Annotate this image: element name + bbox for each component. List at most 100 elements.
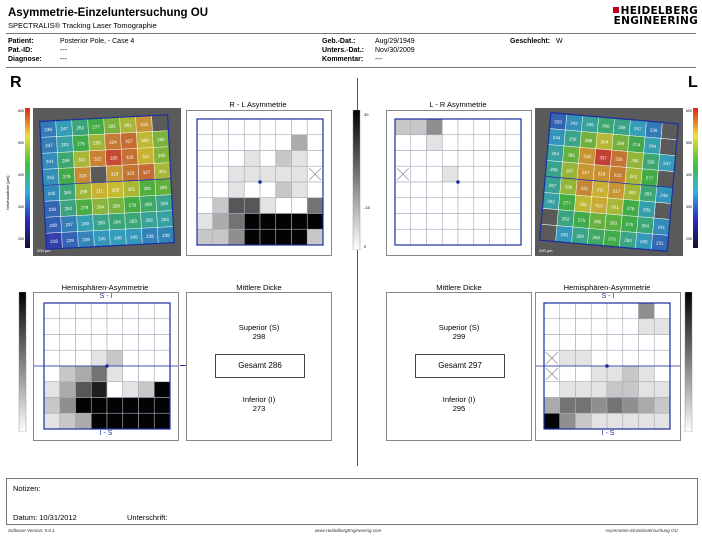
thickness-value: 318: [598, 171, 606, 177]
excluded-cell-mark: [396, 168, 409, 181]
asym-cell: [75, 349, 92, 367]
report-title: Asymmetrie-Einzeluntersuchung OU: [8, 7, 209, 19]
asym-cell: [228, 197, 245, 214]
mean-title-right: Mittlere Dicke: [236, 283, 282, 292]
asym-cell: [212, 213, 229, 230]
asym-cell: [259, 165, 277, 183]
asym-cell: [590, 412, 608, 430]
asym-cell: [473, 165, 490, 183]
diagnose-value: ---: [60, 56, 67, 63]
hemi-colorbar-left: [684, 291, 694, 437]
asym-cell: [43, 318, 61, 335]
asym-cell: [457, 165, 475, 183]
asym-cell: [457, 118, 475, 136]
asym-cell: [543, 397, 561, 414]
thickness-cell: [89, 165, 108, 184]
thickness-value: 337: [599, 155, 607, 161]
left-eye-label: L: [688, 74, 698, 91]
scale-tick: 300: [686, 205, 692, 209]
asym-cell: [410, 181, 427, 199]
asym-cell: [106, 349, 124, 367]
asym-cell: [243, 181, 261, 199]
asym-cell: [457, 150, 475, 167]
thickness-value: 239: [162, 233, 170, 238]
asym-cell: [504, 197, 522, 214]
hemi-title-left: Hemisphären-Asymmetrie: [563, 283, 651, 292]
thickness-value: 289: [616, 141, 624, 147]
asym-cell: [106, 334, 124, 351]
asym-cell: [59, 412, 76, 430]
thickness-value: 285: [159, 185, 167, 190]
l-inferior-value: 295: [452, 404, 466, 413]
asym-cell: [489, 134, 506, 151]
asym-cell: [575, 302, 592, 320]
thickness-value: 335: [110, 155, 118, 160]
asym-cell: [59, 318, 76, 335]
asym-cell: [622, 349, 639, 367]
asym-cell: [394, 213, 412, 230]
scale-tick: 400: [686, 173, 692, 177]
thickness-value: 304: [601, 139, 609, 145]
asym-cell: [504, 134, 522, 151]
asym-cell: [153, 302, 171, 320]
asym-cell: [638, 365, 655, 383]
excluded-cell-mark: [545, 367, 558, 380]
asym-cell: [543, 302, 561, 320]
l-total-box: Gesamt 297: [415, 354, 505, 378]
asym-cell: [410, 118, 427, 136]
asym-cell: [441, 165, 459, 183]
thickness-value: 238: [146, 234, 154, 239]
patient-labels: Patient: Pat.-ID: Diagnose:: [8, 37, 42, 64]
asym-cell: [196, 228, 214, 246]
thickness-value: 229: [554, 119, 562, 125]
asym-cell: [75, 334, 92, 351]
thickness-value: 327: [143, 170, 151, 175]
notes-label: Notizen:: [13, 484, 41, 493]
asym-cell: [543, 412, 561, 430]
comment-value: ---: [375, 56, 382, 63]
l-superior-value: 299: [452, 332, 466, 341]
asym-cell: [606, 381, 624, 398]
asym-cell: [291, 228, 308, 246]
thickness-value: 276: [627, 206, 635, 212]
asym-cell: [275, 213, 292, 230]
asym-cell: [473, 181, 490, 199]
patient-value: Posterior Pole, - Case 4: [60, 38, 135, 45]
comment-label: Kommentar:: [322, 56, 364, 63]
thickness-value: 229: [66, 238, 74, 243]
asym-cell: [138, 365, 155, 383]
thickness-value: 288: [585, 138, 593, 144]
asym-cell: [590, 365, 608, 383]
asym-cell: [122, 318, 139, 335]
center-divider: [357, 78, 358, 466]
asym-cell: [122, 349, 139, 367]
asym-cell: [275, 118, 292, 136]
rl-panel: [186, 110, 332, 256]
asym-cell: [90, 397, 108, 414]
asym-cell: [259, 213, 277, 230]
asym-cell: [106, 412, 124, 430]
thickness-cell: [659, 138, 678, 156]
scale-tick: 300: [18, 205, 24, 209]
asym-cell: [638, 412, 655, 430]
asym-cell: [43, 397, 61, 414]
asym-cell: [457, 228, 475, 246]
thickness-value: 318: [583, 154, 591, 160]
thickness-value: 249: [648, 143, 656, 149]
asym-cell: [243, 197, 261, 214]
asym-cell: [606, 302, 624, 320]
fundus-grid-border: [539, 112, 679, 252]
asym-cell: [394, 228, 412, 246]
asym-cell: [426, 228, 443, 246]
asym-cell: [489, 181, 506, 199]
asym-cell: [590, 381, 608, 398]
asym-cell: [426, 150, 443, 167]
footer-url[interactable]: www.HeidelbergEngineering.com: [315, 528, 382, 533]
asym-cell: [275, 197, 292, 214]
thickness-value: 311: [142, 154, 150, 159]
asym-cell: [638, 318, 655, 335]
notes-box[interactable]: Notizen: Datum: 10/31/2012 Unterschrift:: [6, 478, 698, 525]
asym-cell: [394, 150, 412, 167]
thickness-value: 253: [161, 217, 169, 222]
asym-cell: [306, 150, 324, 167]
